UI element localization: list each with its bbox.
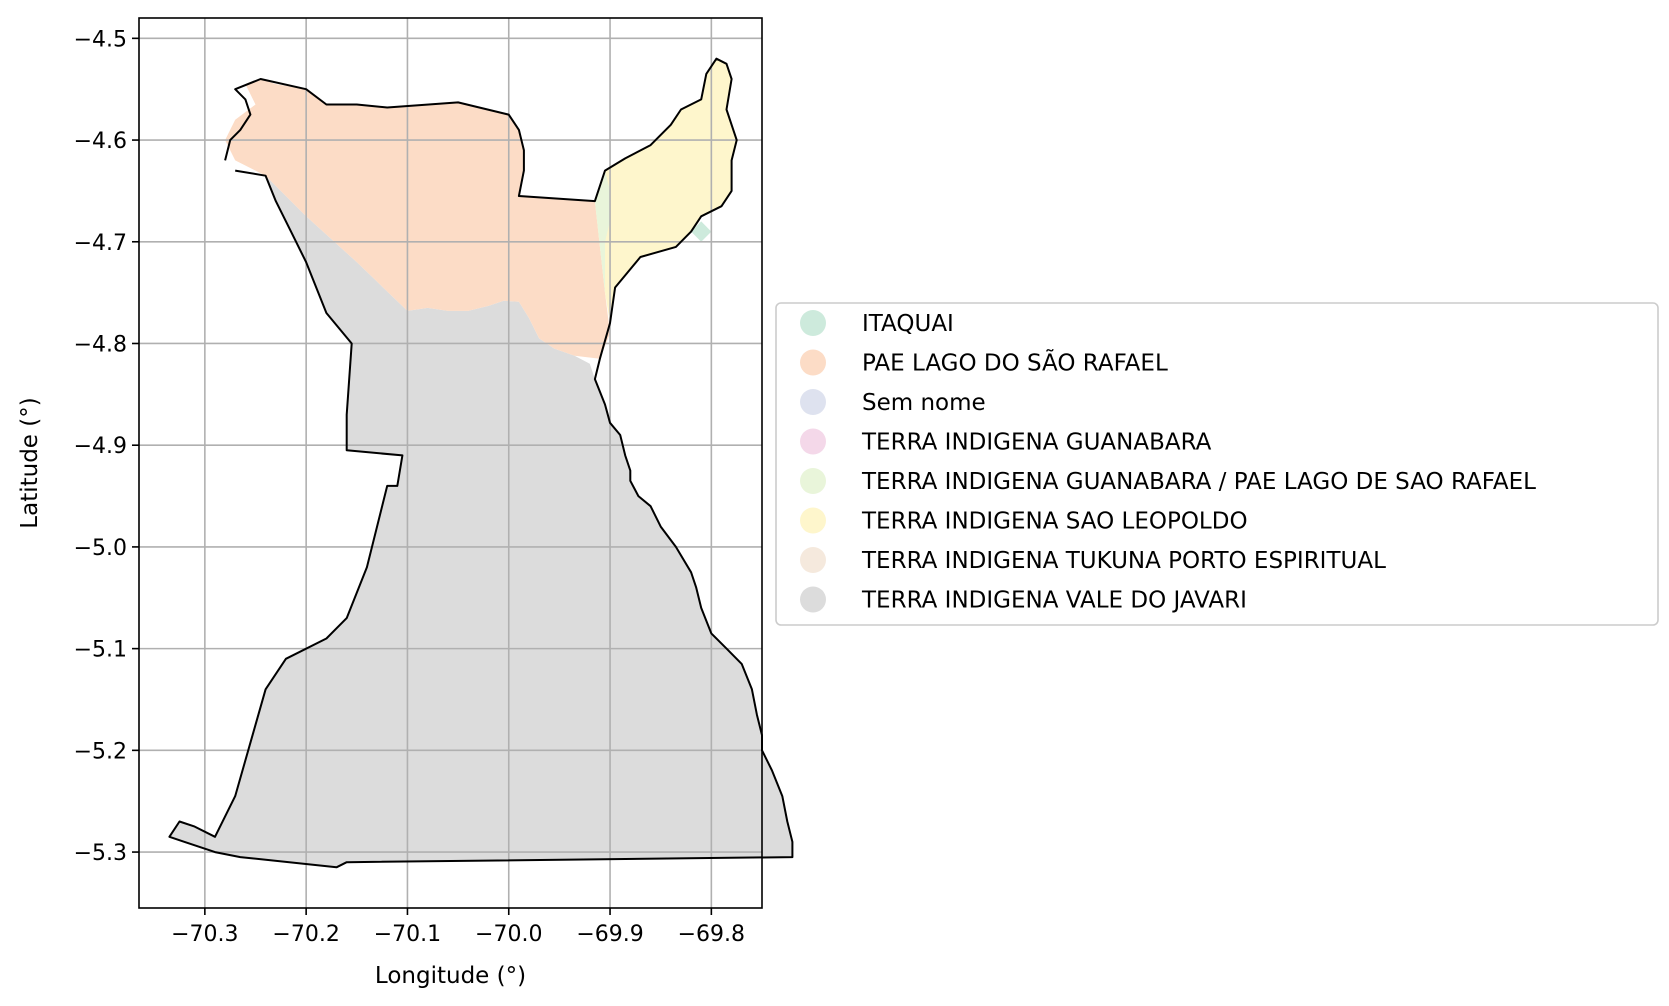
legend-marker (800, 389, 826, 415)
y-tick-label: −4.9 (74, 434, 127, 459)
legend-label: PAE LAGO DO SÃO RAFAEL (862, 349, 1168, 377)
region-terra-indigena-guanabara-pae-lago-de-sao-rafael (594, 170, 610, 293)
y-tick-label: −5.2 (74, 739, 127, 764)
y-tick-label: −4.7 (74, 231, 127, 256)
map-regions (169, 58, 793, 868)
axes-frame (138, 17, 763, 909)
x-axis-ticks: −70.3 −70.2 −70.1 −70.0 −69.9 −69.8 (171, 908, 745, 947)
region-terra-indigena-sao-leopoldo (594, 58, 737, 324)
legend-marker (800, 507, 826, 534)
x-tick-label: −69.8 (678, 922, 745, 947)
legend-label: TERRA INDIGENA VALE DO JAVARI (861, 588, 1247, 614)
grid-lines (139, 18, 762, 908)
x-tick-label: −70.2 (272, 922, 339, 947)
legend-label: TERRA INDIGENA GUANABARA / PAE LAGO DE S… (861, 469, 1536, 495)
legend-marker (800, 428, 826, 455)
region-terra-indigena-vale-do-javari (169, 175, 793, 868)
region-itaquai (691, 221, 712, 242)
legend-marker (800, 547, 826, 573)
x-tick-label: −70.0 (475, 922, 542, 947)
region-pae-lago-do-sao-rafael (225, 79, 610, 359)
y-axis-label: Latitude (°) (17, 397, 43, 528)
legend-marker (800, 468, 826, 494)
x-tick-label: −70.3 (171, 922, 238, 947)
legend-marker (800, 310, 826, 336)
legend-label: ITAQUAI (862, 311, 954, 337)
y-tick-label: −4.8 (74, 332, 127, 357)
x-tick-label: −70.1 (374, 922, 441, 947)
y-tick-label: −5.3 (74, 841, 127, 866)
legend-marker (800, 349, 826, 376)
y-tick-label: −5.1 (74, 638, 127, 663)
x-axis-label: Longitude (°) (375, 963, 526, 989)
legend-label: Sem nome (862, 390, 986, 416)
legend-label: TERRA INDIGENA SAO LEOPOLDO (861, 509, 1248, 535)
y-tick-label: −5.0 (74, 536, 127, 561)
y-tick-label: −4.5 (74, 27, 127, 52)
y-tick-label: −4.6 (74, 129, 127, 154)
legend: ITAQUAI PAE LAGO DO SÃO RAFAEL Sem nome TER… (775, 302, 1659, 626)
legend-label: TERRA INDIGENA GUANABARA (861, 430, 1212, 456)
y-axis-ticks: −4.5 −4.6 −4.7 −4.8 −4.9 −5.0 −5.1 −5.2 −5.3 (74, 27, 139, 866)
boundary-outline (168, 57, 794, 869)
boundary-outline-layer (168, 57, 794, 869)
x-tick-label: −69.9 (576, 922, 643, 947)
legend-marker (800, 586, 826, 613)
legend-label: TERRA INDIGENA TUKUNA PORTO ESPIRITUAL (861, 548, 1386, 574)
legend-box (775, 302, 1659, 626)
